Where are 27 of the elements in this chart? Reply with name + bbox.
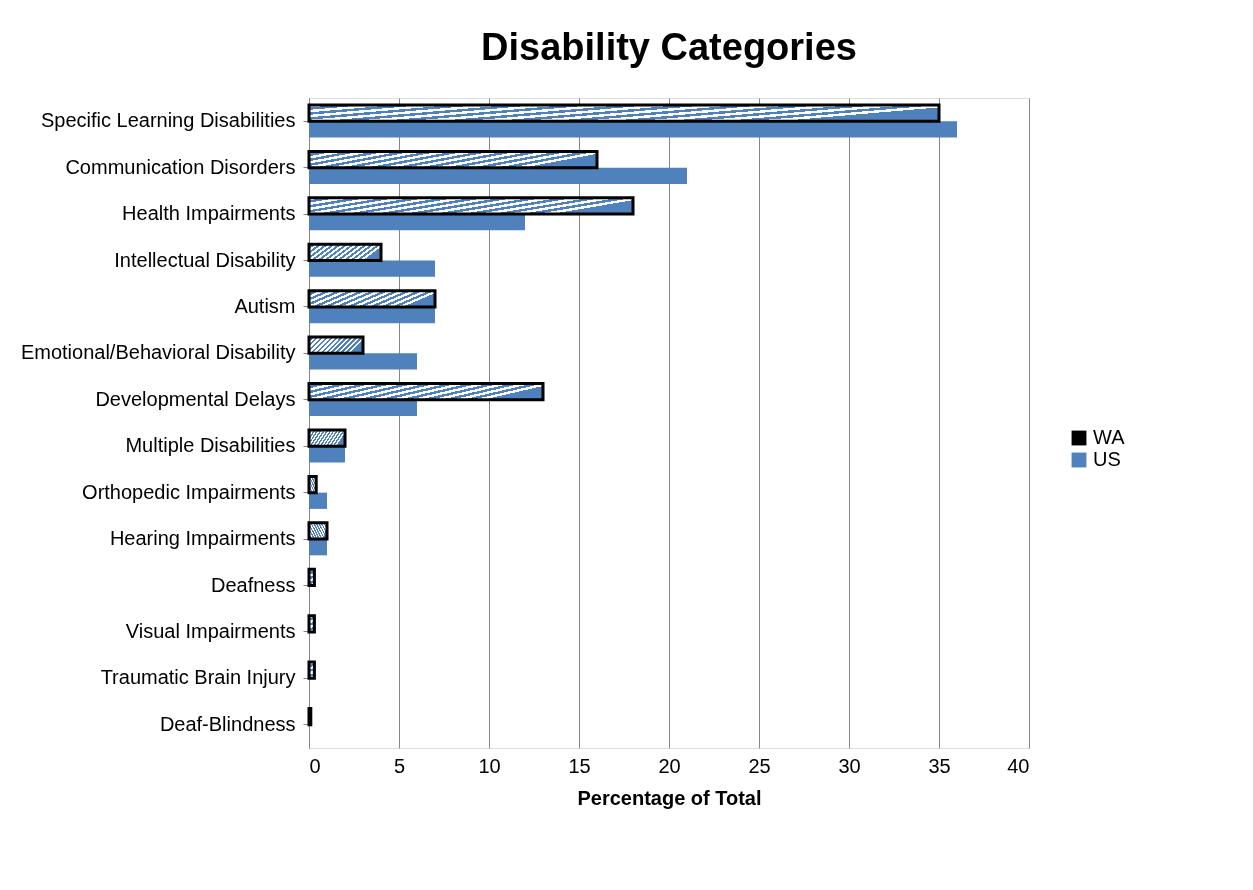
y-tick-label: Deafness <box>211 573 296 596</box>
x-tick-label: 5 <box>393 754 406 777</box>
y-tick-label: Autism <box>234 294 296 317</box>
x-tick-label: 20 <box>658 754 681 777</box>
x-tick-label: 15 <box>568 754 591 777</box>
legend-label: US <box>1093 448 1121 470</box>
x-tick-label: 10 <box>478 754 501 777</box>
y-tick-label: Communication Disorders <box>65 155 296 178</box>
y-tick-label: Multiple Disabilities <box>125 434 296 457</box>
y-tick-label: Health Impairments <box>122 202 296 225</box>
y-tick-label: Visual Impairments <box>125 619 296 642</box>
y-tick-label: Deaf-Blindness <box>159 712 296 735</box>
y-tick-label: Specific Learning Disabilities <box>40 109 296 132</box>
y-tick-label: Hearing Impairments <box>109 527 296 550</box>
x-tick-label: 25 <box>748 754 771 777</box>
chart-title: Disability Categories <box>481 26 857 68</box>
y-tick-label: Developmental Delays <box>95 387 296 410</box>
y-tick-label: Traumatic Brain Injury <box>100 666 296 689</box>
x-tick-label: 35 <box>928 754 951 777</box>
x-tick-label: 40 <box>1007 754 1030 777</box>
y-tick-label: Emotional/Behavioral Disability <box>20 341 296 364</box>
x-tick-label: 30 <box>838 754 861 777</box>
y-tick-label: Intellectual Disability <box>114 248 296 271</box>
x-tick-label: 0 <box>309 754 321 777</box>
legend-label: WA <box>1093 426 1126 448</box>
x-axis-title: Percentage of Total <box>577 786 762 809</box>
y-tick-label: Orthopedic Impairments <box>82 480 296 503</box>
